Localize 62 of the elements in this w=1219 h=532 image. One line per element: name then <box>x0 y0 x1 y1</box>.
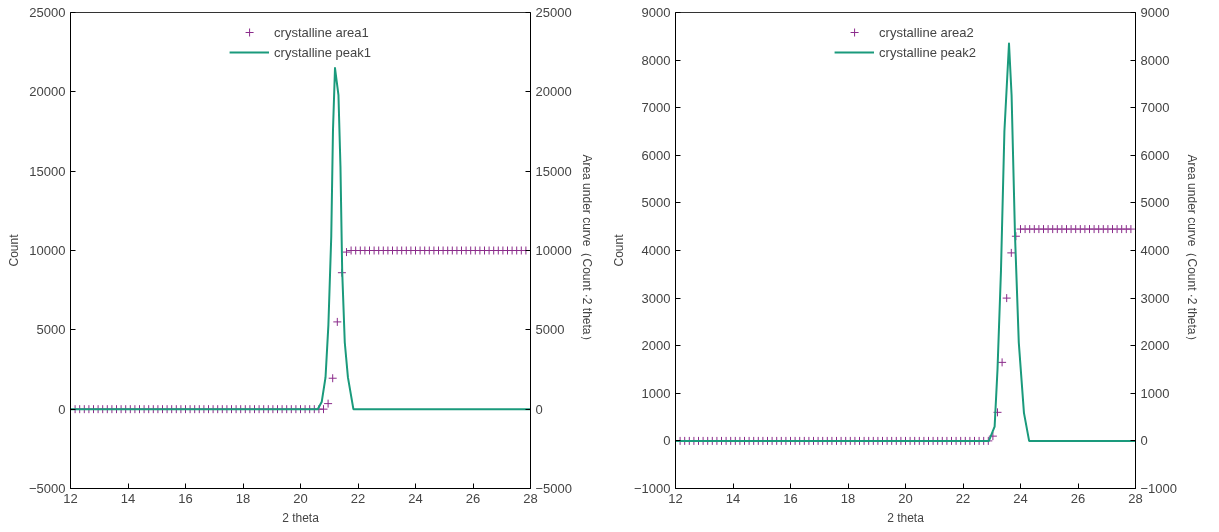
y2-tick-label: 8000 <box>1140 52 1170 68</box>
y2-tick-label: 15000 <box>535 163 572 179</box>
y2-tick-label: 5000 <box>1140 195 1170 211</box>
y2-tick-label: 1000 <box>1140 385 1170 401</box>
y-tick-label: 0 <box>58 401 66 417</box>
y-tick-label: 15000 <box>29 163 66 179</box>
y-tick-label: 1000 <box>641 385 671 401</box>
x-tick-label: 20 <box>293 490 308 506</box>
legend-label: crystalline peak2 <box>879 44 976 60</box>
y-tick-label: 20000 <box>29 84 66 100</box>
y2-tick-label: 6000 <box>1140 147 1170 163</box>
y-tick-label: 10000 <box>29 243 66 258</box>
x-tick-label: 20 <box>898 490 913 506</box>
y2-tick-label: 25000 <box>535 5 572 20</box>
y-tick-label: 3000 <box>641 290 671 306</box>
legend-label: crystalline area1 <box>274 24 369 40</box>
y-axis-title: Count <box>611 233 626 267</box>
x-tick-label: 14 <box>725 490 741 506</box>
y-tick-label: 7000 <box>641 100 671 116</box>
x-tick-label: 22 <box>350 490 366 506</box>
y-tick-label: 6000 <box>641 147 671 163</box>
x-tick-label: 24 <box>1013 490 1028 506</box>
y-tick-label: 5000 <box>641 195 671 211</box>
y-tick-label: −5000 <box>28 481 66 496</box>
y-tick-label: 2000 <box>641 338 671 354</box>
y2-tick-label: 2000 <box>1140 338 1170 354</box>
y2-tick-label: 9000 <box>1140 5 1170 20</box>
y2-tick-label: 3000 <box>1140 290 1170 306</box>
x-tick-label: 22 <box>955 490 971 506</box>
y2-tick-label: 10000 <box>535 243 572 258</box>
y-axis-title: Count <box>6 233 21 267</box>
y-tick-label: −1000 <box>633 481 671 496</box>
y-tick-label: 25000 <box>29 5 66 20</box>
y2-tick-label: 0 <box>535 401 543 417</box>
y-tick-label: 0 <box>663 433 671 449</box>
x-tick-label: 16 <box>783 490 798 506</box>
x-tick-label: 26 <box>465 490 481 506</box>
x-tick-label: 26 <box>1070 490 1086 506</box>
y2-tick-label: 5000 <box>535 322 565 338</box>
y2-axis-title: Area under curve（Count ·2 theta） <box>580 154 595 347</box>
x-tick-label: 28 <box>523 490 538 506</box>
x-tick-label: 16 <box>178 490 193 506</box>
x-tick-label: 14 <box>120 490 136 506</box>
legend-label: crystalline peak1 <box>274 44 371 60</box>
y2-tick-label: 20000 <box>535 84 572 100</box>
y2-tick-label: 4000 <box>1140 243 1170 258</box>
x-tick-label: 24 <box>408 490 423 506</box>
line-series <box>675 42 1136 442</box>
y-tick-label: 5000 <box>36 322 66 338</box>
x-tick-label: 18 <box>840 490 856 506</box>
y-tick-label: 4000 <box>641 243 671 258</box>
y2-tick-label: 7000 <box>1140 100 1170 116</box>
y2-axis-title: Area under curve（Count ·2 theta） <box>1185 154 1200 347</box>
x-axis-title: 2 theta <box>887 510 925 525</box>
y-tick-label: 8000 <box>641 52 671 68</box>
legend-label: crystalline area2 <box>879 24 974 40</box>
x-tick-label: 28 <box>1128 490 1143 506</box>
x-tick-label: 18 <box>235 490 251 506</box>
x-axis-title: 2 theta <box>282 510 320 525</box>
line-series <box>70 67 531 411</box>
y2-tick-label: 0 <box>1140 433 1148 449</box>
y-tick-label: 9000 <box>641 5 671 20</box>
